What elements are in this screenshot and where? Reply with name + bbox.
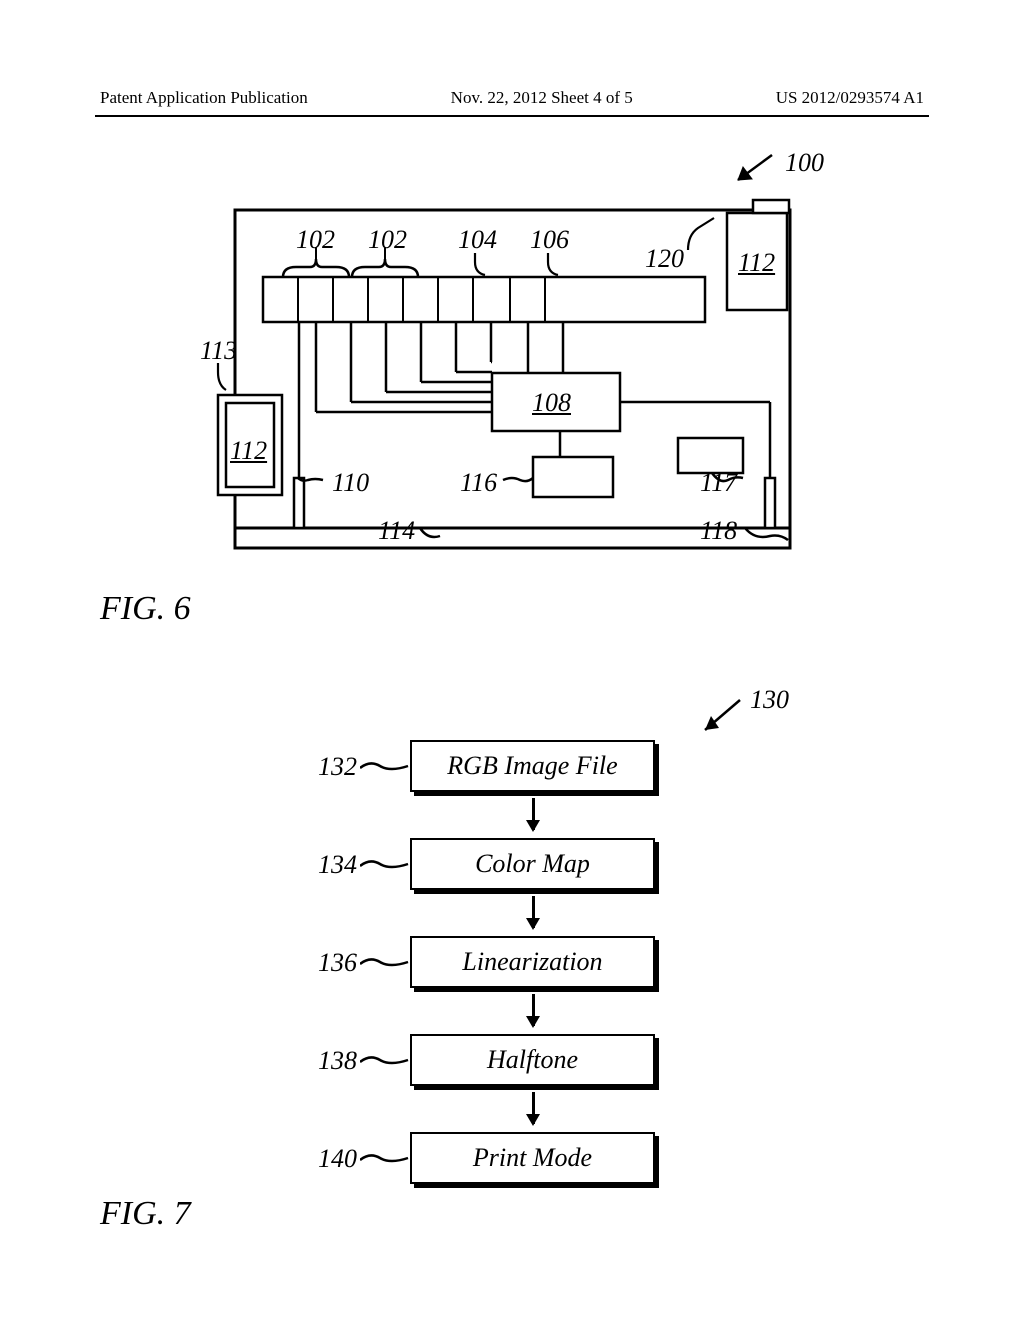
leader-136 xyxy=(360,950,500,980)
ref-104: 104 xyxy=(458,225,497,255)
flow-arrow-136 xyxy=(532,994,535,1026)
leader-134 xyxy=(360,852,500,882)
ref-134: 134 xyxy=(318,850,357,880)
ref-117: 117 xyxy=(700,468,737,498)
ref-106: 106 xyxy=(530,225,569,255)
ref-114: 114 xyxy=(378,516,415,546)
flow-box-label: Halftone xyxy=(487,1045,578,1075)
ref-118: 118 xyxy=(700,516,737,546)
ref-102b: 102 xyxy=(368,225,407,255)
ref-100: 100 xyxy=(785,148,824,178)
fig7-label: FIG. 7 xyxy=(100,1195,191,1233)
ref-132: 132 xyxy=(318,752,357,782)
fig6-label: FIG. 6 xyxy=(100,590,191,628)
ref-140: 140 xyxy=(318,1144,357,1174)
ref-112-left: 112 xyxy=(230,436,267,466)
ref-113: 113 xyxy=(200,336,237,366)
ref-130: 130 xyxy=(750,685,789,715)
flow-arrow-138 xyxy=(532,1092,535,1124)
fig6-diagram xyxy=(0,0,1024,600)
ref-116: 116 xyxy=(460,468,497,498)
ref-112-right: 112 xyxy=(738,248,775,278)
ref-102a: 102 xyxy=(296,225,335,255)
flow-arrow-134 xyxy=(532,896,535,928)
ref-138: 138 xyxy=(318,1046,357,1076)
leader-138 xyxy=(360,1048,500,1078)
flow-arrow-132 xyxy=(532,798,535,830)
ref-136: 136 xyxy=(318,948,357,978)
ref-110: 110 xyxy=(332,468,369,498)
leader-140 xyxy=(360,1146,500,1176)
leader-132 xyxy=(360,754,500,784)
ref-108: 108 xyxy=(532,388,571,418)
ref-120: 120 xyxy=(645,244,684,274)
fig7-diagram: 130 RGB Image File132Color Map134Lineari… xyxy=(280,680,780,1200)
